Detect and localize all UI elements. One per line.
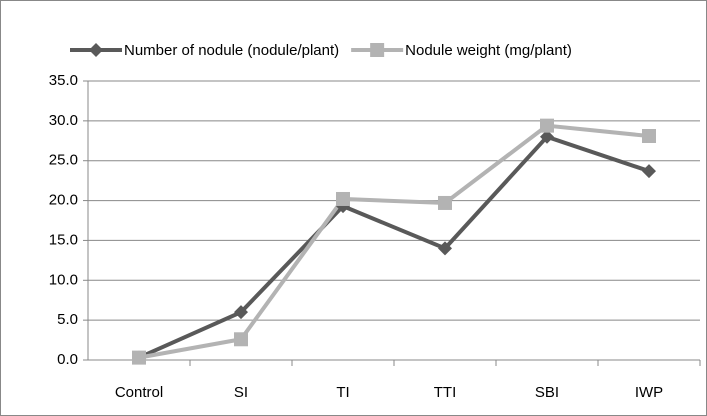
series-line bbox=[138, 123, 650, 360]
x-tick-label: SI bbox=[234, 384, 248, 401]
marker bbox=[234, 305, 248, 320]
marker bbox=[89, 43, 103, 57]
marker bbox=[370, 43, 385, 57]
legend-label: Number of nodule (nodule/plant) bbox=[124, 42, 339, 59]
x-tick-label: Control bbox=[115, 384, 163, 401]
y-tick-label: 0.0 bbox=[57, 351, 78, 368]
marker bbox=[336, 191, 350, 206]
marker bbox=[438, 195, 452, 210]
series-line bbox=[138, 134, 650, 360]
x-tick-label: TI bbox=[336, 384, 349, 401]
marker bbox=[438, 241, 452, 256]
x-tick-label: TTI bbox=[434, 384, 457, 401]
y-tick-label: 30.0 bbox=[49, 112, 78, 129]
x-tick-label: SBI bbox=[535, 384, 559, 401]
legend-label: Nodule weight (mg/plant) bbox=[405, 42, 572, 59]
marker bbox=[642, 129, 656, 144]
y-tick-label: 25.0 bbox=[49, 152, 78, 169]
marker bbox=[132, 350, 146, 365]
y-tick-label: 10.0 bbox=[49, 271, 78, 288]
x-tick-label: IWP bbox=[635, 384, 663, 401]
marker bbox=[540, 129, 554, 144]
y-tick-label: 20.0 bbox=[49, 192, 78, 209]
y-tick-label: 15.0 bbox=[49, 231, 78, 248]
y-tick-label: 5.0 bbox=[57, 311, 78, 328]
marker bbox=[642, 164, 656, 179]
y-tick-label: 35.0 bbox=[49, 72, 78, 89]
marker bbox=[540, 118, 554, 133]
marker bbox=[234, 332, 248, 347]
